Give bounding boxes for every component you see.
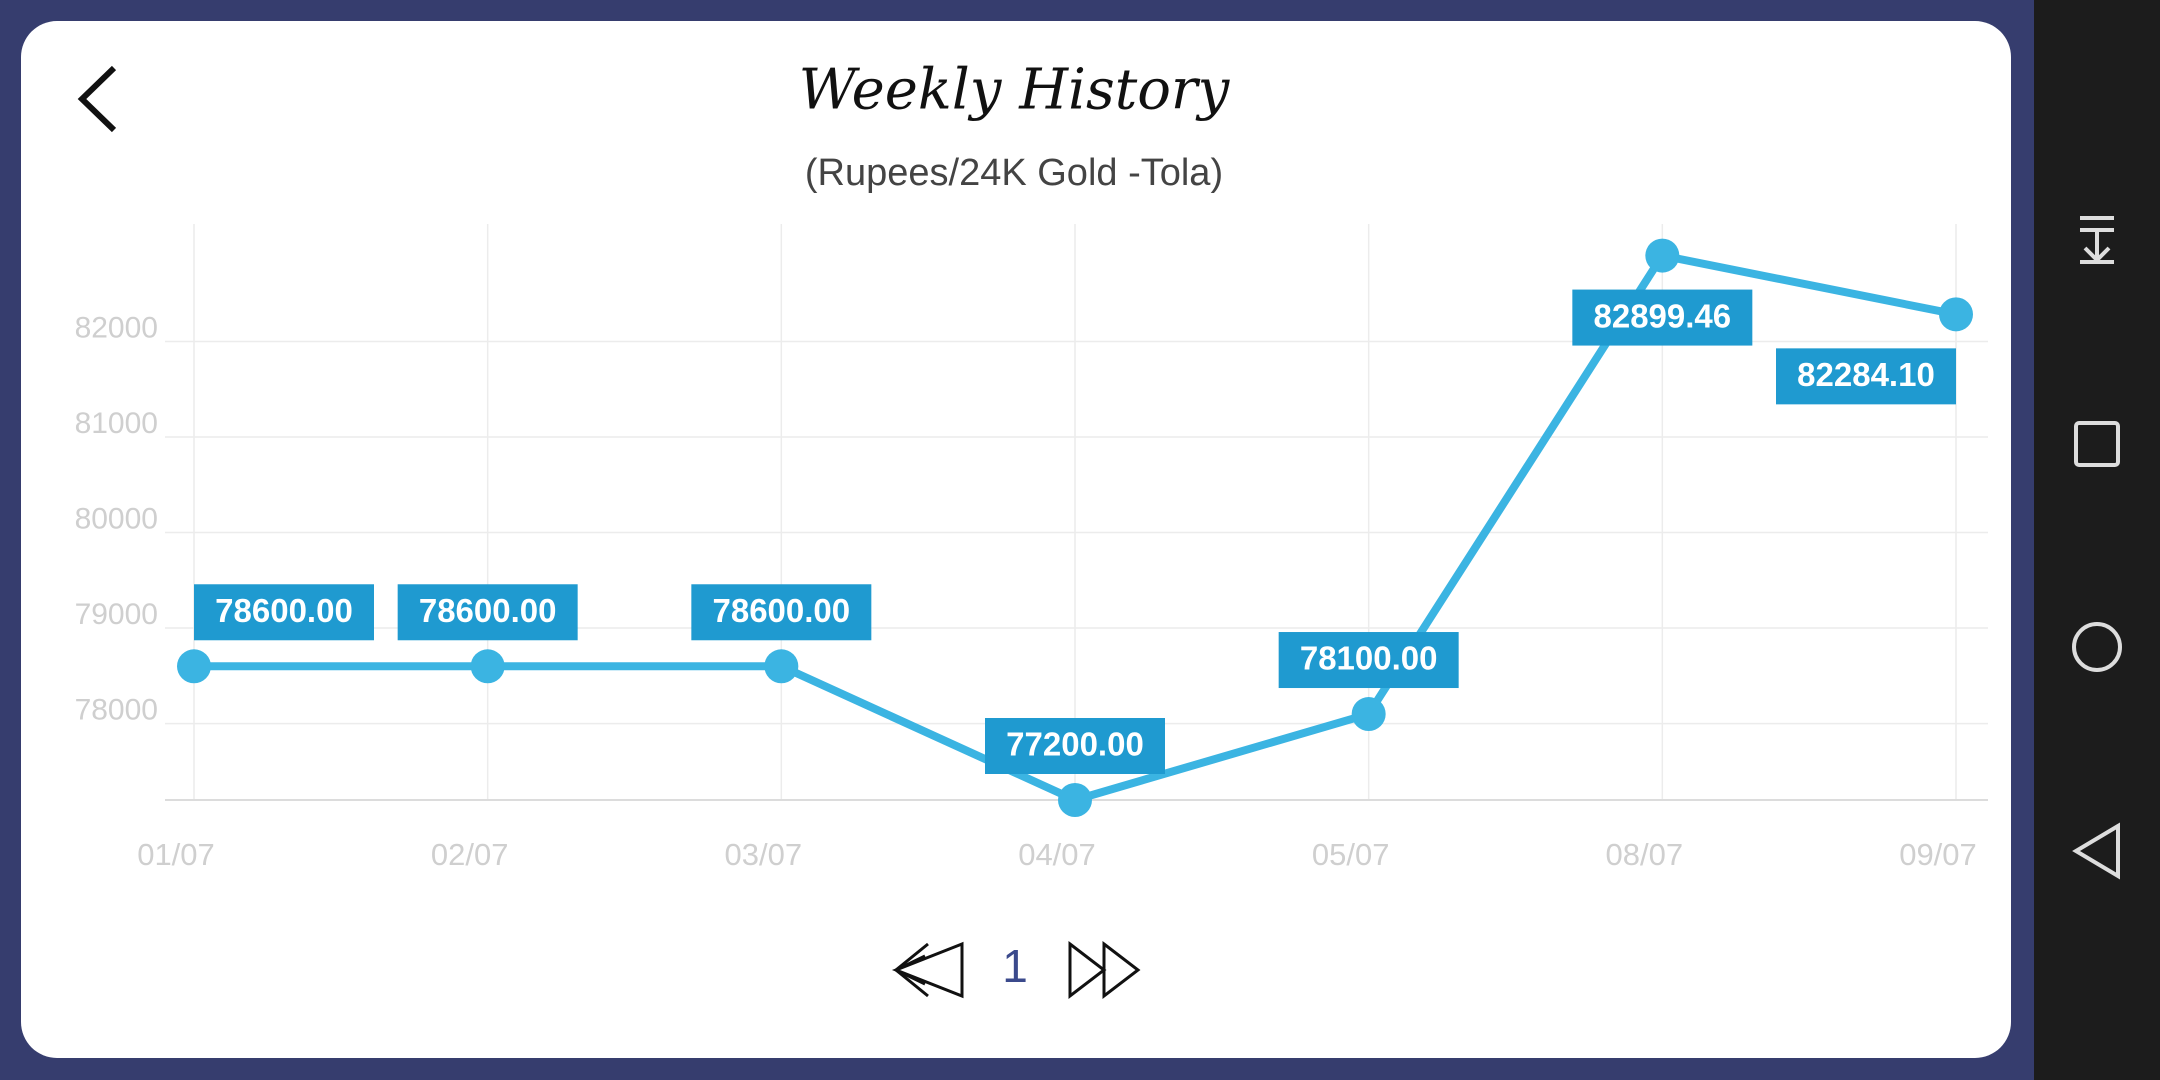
data-label: 78600.00 [713, 592, 851, 629]
point [1351, 697, 1386, 732]
label-box [1572, 289, 1753, 346]
nav-download[interactable] [2080, 216, 2114, 264]
plot: 78000 79000 80000 81000 82000 01/07 02/07 03/07… [75, 224, 1988, 872]
x-tick-label: 05/07 [1312, 837, 1390, 872]
y-tick-label: 82000 [75, 311, 158, 344]
label-box [985, 718, 1165, 774]
y-tick-label: 78000 [75, 694, 158, 727]
label-box [397, 584, 578, 641]
nav-bar [2034, 0, 2160, 1080]
y-tick-label: 81000 [75, 407, 158, 440]
data-label: 77200.00 [1006, 726, 1144, 763]
prev-page-icon [893, 942, 929, 998]
page-number: 1 [1002, 940, 1028, 992]
data-label: 82284.10 [1797, 356, 1935, 393]
x-tick-label: 09/07 [1899, 837, 1977, 872]
label-box [1776, 348, 1956, 405]
card [21, 21, 2011, 1058]
point [1939, 297, 1973, 332]
label-box [691, 584, 872, 641]
next-page[interactable] [1068, 940, 1141, 1000]
data-label: 78600.00 [215, 592, 353, 629]
point [764, 649, 799, 684]
label-box [1278, 632, 1459, 689]
chart-subtitle: (Rupees/24K Gold -Tola) [805, 152, 1223, 194]
nav-recents[interactable] [2074, 421, 2120, 467]
chart-title: Weekly History [799, 58, 1231, 123]
point [1058, 783, 1092, 817]
x-tick-label: 08/07 [1606, 837, 1684, 872]
x-tick-label: 03/07 [725, 837, 803, 872]
back-button[interactable] [77, 65, 117, 133]
data-label: 78600.00 [419, 592, 557, 629]
x-tick-label: 04/07 [1018, 837, 1096, 872]
nav-back[interactable] [2072, 822, 2120, 880]
point [1645, 238, 1680, 273]
label-box [194, 584, 374, 641]
y-tick-label: 80000 [75, 502, 158, 535]
point [470, 649, 505, 684]
nav-home[interactable] [2072, 622, 2122, 672]
point [177, 649, 211, 684]
data-label: 78100.00 [1300, 640, 1438, 677]
y-tick-label: 79000 [75, 598, 158, 631]
x-tick-label: 01/07 [137, 837, 215, 872]
x-tick-label: 02/07 [431, 837, 509, 872]
data-label: 82899.46 [1594, 297, 1732, 334]
